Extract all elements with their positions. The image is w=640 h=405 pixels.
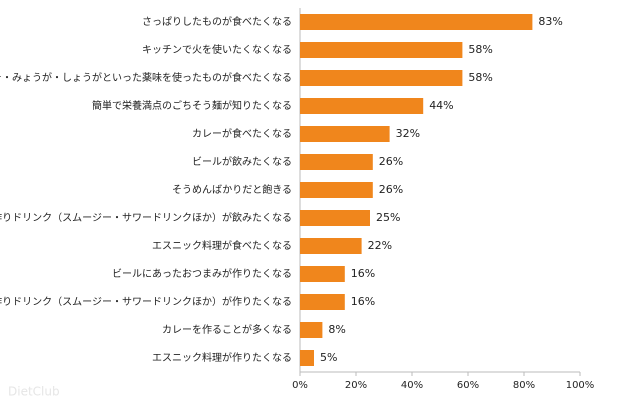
value-label: 8% (328, 323, 345, 336)
bar (300, 182, 373, 198)
bar (300, 98, 424, 114)
y-tick-label: エスニック料理が作りたくなる (152, 351, 292, 364)
bar (300, 126, 390, 142)
y-tick-label: ビールにあったおつまみが作りたくなる (112, 267, 292, 280)
value-label: 22% (368, 239, 392, 252)
bar (300, 350, 314, 366)
bar (300, 70, 463, 86)
y-tick-label: さっぱりしたものが食べたくなる (142, 15, 292, 28)
value-label: 44% (429, 99, 453, 112)
x-tick-label: 100% (566, 380, 595, 391)
value-label: 58% (468, 43, 492, 56)
y-tick-label: 簡単で栄養満点のごちそう麺が知りたくなる (92, 99, 292, 112)
y-tick-label: エスニック料理が食べたくなる (152, 239, 292, 252)
value-label: 5% (320, 351, 337, 364)
y-tick-label: 手作りドリンク（スムージー・サワードリンクほか）が飲みたくなる (0, 211, 292, 224)
value-label: 16% (351, 267, 375, 280)
value-label: 25% (376, 211, 400, 224)
bar (300, 154, 373, 170)
watermark: DietClub (8, 385, 60, 399)
value-label: 58% (468, 71, 492, 84)
x-tick-label: 60% (457, 380, 479, 391)
value-label: 26% (379, 183, 403, 196)
value-label: 26% (379, 155, 403, 168)
bar (300, 14, 533, 30)
y-tick-label: そうめんばかりだと飽きる (172, 183, 292, 196)
x-tick-label: 0% (292, 380, 308, 391)
bar (300, 210, 370, 226)
bar (300, 42, 463, 58)
y-tick-label: しそ・みょうが・しょうがといった薬味を使ったものが食べたくなる (0, 71, 292, 84)
x-tick-label: 80% (513, 380, 535, 391)
y-tick-label: カレーが食べたくなる (192, 127, 292, 140)
x-tick-label: 40% (401, 380, 423, 391)
y-tick-label: カレーを作ることが多くなる (162, 323, 292, 336)
value-label: 83% (538, 15, 562, 28)
bar (300, 294, 345, 310)
bar (300, 266, 345, 282)
y-tick-label: キッチンで火を使いたくなくなる (142, 43, 292, 56)
bar (300, 238, 362, 254)
y-tick-label: 手作りドリンク（スムージー・サワードリンクほか）が作りたくなる (0, 295, 292, 308)
x-tick-label: 20% (345, 380, 367, 391)
y-tick-label: ビールが飲みたくなる (192, 155, 292, 168)
value-label: 32% (396, 127, 420, 140)
value-label: 16% (351, 295, 375, 308)
bar (300, 322, 323, 338)
